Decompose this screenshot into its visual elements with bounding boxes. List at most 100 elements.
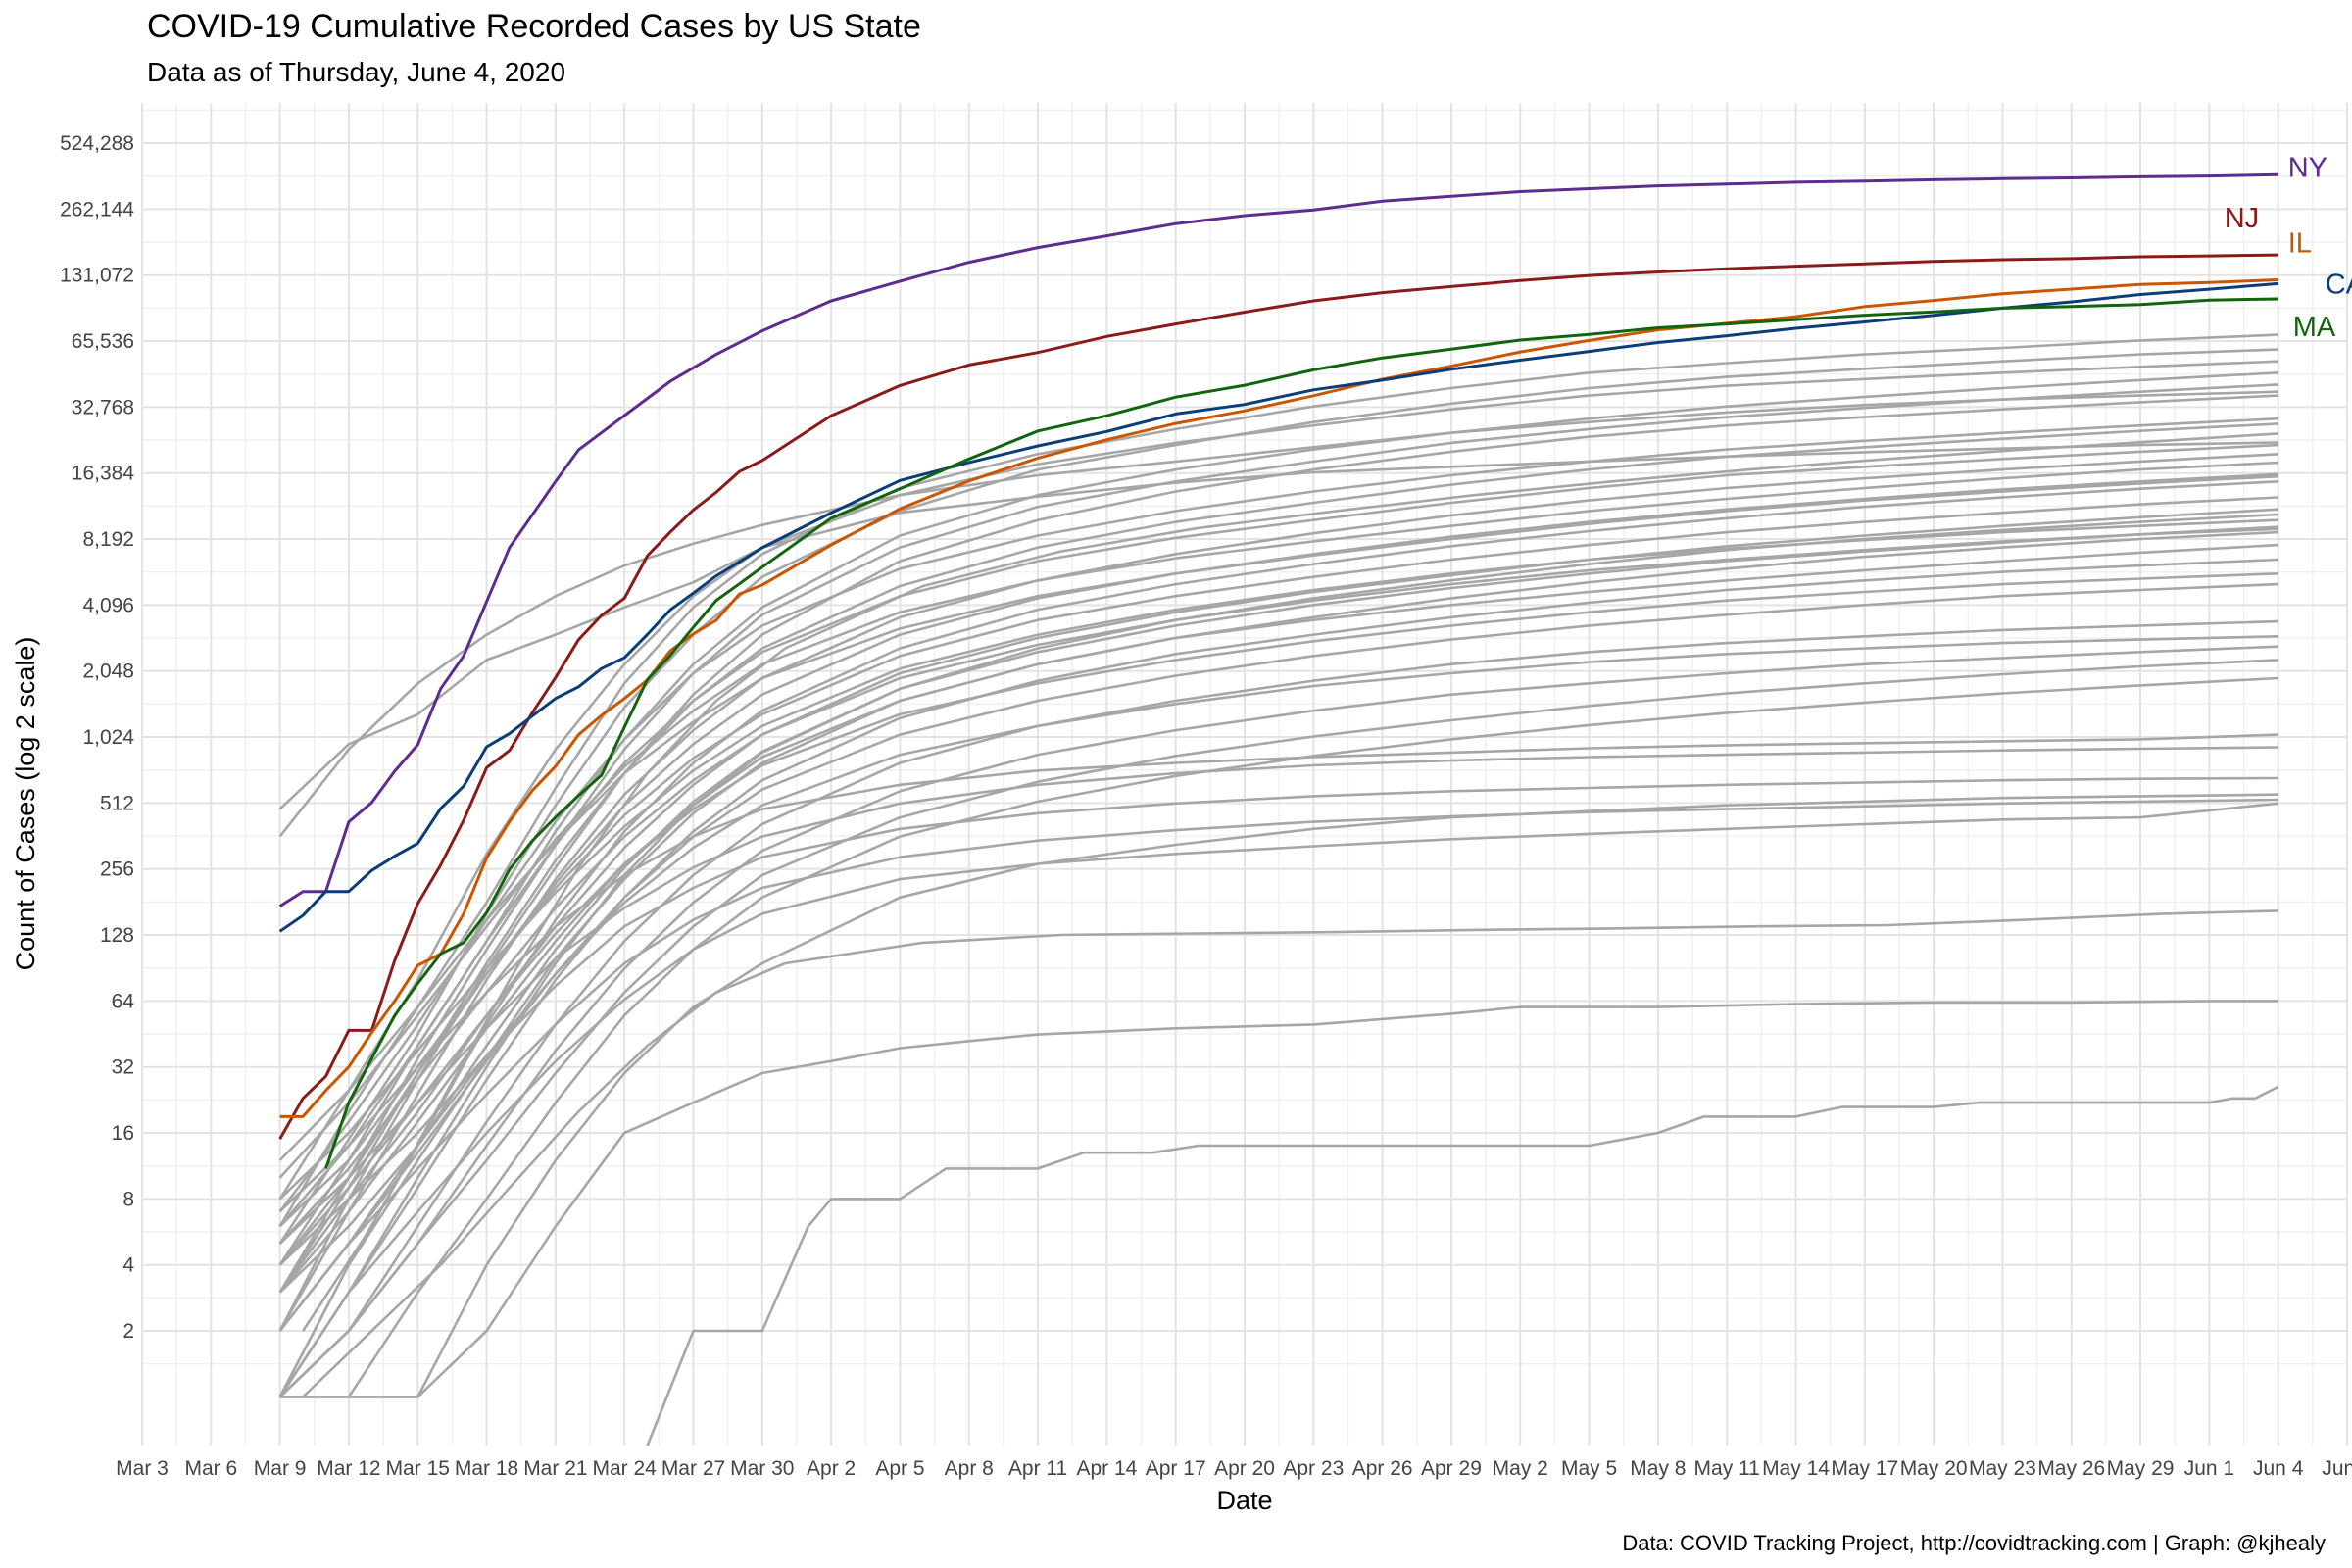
x-tick-label: May 20 <box>1900 1457 1968 1480</box>
state-line <box>278 798 2278 1332</box>
y-axis-title: Count of Cases (log 2 scale) <box>11 637 40 971</box>
x-tick-label: May 8 <box>1630 1457 1686 1480</box>
y-tick-label: 64 <box>112 990 135 1012</box>
x-tick-label: Apr 2 <box>807 1457 856 1480</box>
y-tick-label: 32,768 <box>72 396 134 418</box>
y-tick-label: 2,048 <box>82 661 134 683</box>
state-line <box>278 443 2278 1228</box>
state-line <box>278 441 2278 810</box>
other-state-lines <box>278 333 2279 1446</box>
state-line <box>279 676 2278 1398</box>
x-tick-label: Mar 27 <box>662 1457 725 1480</box>
chart-subtitle: Data as of Thursday, June 4, 2020 <box>147 57 566 87</box>
x-tick-label: Mar 21 <box>523 1457 587 1480</box>
state-line <box>279 793 2278 1398</box>
state-label-ny: NY <box>2288 152 2328 183</box>
state-line <box>278 480 2278 1398</box>
x-tick-label: Jun 7 <box>2322 1457 2352 1480</box>
state-line <box>278 525 2278 1332</box>
x-tick-label: Mar 6 <box>184 1457 237 1480</box>
state-label-il: IL <box>2288 228 2312 260</box>
state-line-ca <box>278 281 2278 933</box>
x-tick-label: Apr 11 <box>1008 1457 1067 1480</box>
state-line <box>278 461 2278 1179</box>
y-axis-tick-labels: 2 4 8 16 32 64 128 256 512 1,024 2,048 4,096 8,192 16… <box>60 132 134 1343</box>
state-line <box>278 776 2278 1266</box>
state-line <box>278 558 2278 1398</box>
state-line <box>278 360 2278 1200</box>
x-tick-label: May 14 <box>1762 1457 1830 1480</box>
state-label-ca: CA <box>2326 269 2352 300</box>
state-line <box>278 390 2278 838</box>
y-tick-label: 4 <box>122 1254 134 1277</box>
x-axis-tick-labels: Mar 3 Mar 6 Mar 9 Mar 12 Mar 15 Mar 18 Mar 21 M… <box>116 1457 2352 1480</box>
state-line <box>278 645 2278 1398</box>
chart-title: COVID-19 Cumulative Recorded Cases by US… <box>147 8 921 45</box>
state-line <box>302 432 2278 1332</box>
state-line-nj <box>278 253 2278 1141</box>
x-tick-label: Mar 3 <box>116 1457 169 1480</box>
x-tick-label: May 23 <box>1969 1457 2036 1480</box>
x-tick-label: Mar 12 <box>317 1457 380 1480</box>
x-tick-label: Jun 1 <box>2184 1457 2234 1480</box>
y-tick-label: 131,072 <box>60 265 134 287</box>
state-line <box>348 1000 2278 1398</box>
state-line <box>278 733 2278 1213</box>
state-line-ny <box>278 172 2278 908</box>
x-tick-label: Apr 26 <box>1352 1457 1413 1480</box>
x-tick-label: Apr 14 <box>1076 1457 1137 1480</box>
x-tick-label: Mar 9 <box>254 1457 307 1480</box>
x-tick-label: Jun 4 <box>2253 1457 2304 1480</box>
x-tick-label: Apr 17 <box>1146 1457 1206 1480</box>
state-line <box>278 422 2278 1294</box>
state-line-ma <box>324 297 2278 1169</box>
x-tick-label: Apr 29 <box>1421 1457 1482 1480</box>
x-tick-label: May 5 <box>1561 1457 1617 1480</box>
state-labels: NY NJ IL CA MA <box>2225 152 2352 343</box>
state-line <box>278 518 2278 1200</box>
chart-caption: Data: COVID Tracking Project, http://cov… <box>1622 1531 2326 1555</box>
x-tick-label: May 29 <box>2107 1457 2175 1480</box>
y-tick-label: 65,536 <box>72 330 134 353</box>
y-tick-label: 8,192 <box>82 528 134 551</box>
state-line <box>278 582 2278 1332</box>
x-tick-label: Apr 5 <box>875 1457 924 1480</box>
state-line <box>646 1085 2279 1446</box>
y-tick-label: 8 <box>122 1188 134 1210</box>
x-tick-label: Apr 23 <box>1283 1457 1344 1480</box>
x-axis-title: Date <box>1216 1486 1272 1515</box>
state-line <box>278 474 2278 1161</box>
y-tick-label: 524,288 <box>60 132 134 155</box>
x-tick-label: Mar 15 <box>386 1457 450 1480</box>
y-tick-label: 262,144 <box>60 198 134 220</box>
state-line <box>278 496 2278 1228</box>
y-tick-label: 32 <box>112 1056 134 1079</box>
y-tick-label: 16,384 <box>72 463 135 485</box>
state-line <box>302 909 2278 1398</box>
x-tick-label: May 11 <box>1694 1457 1760 1480</box>
state-label-ma: MA <box>2293 312 2336 343</box>
y-tick-label: 128 <box>100 924 134 947</box>
state-line-il <box>279 278 2278 1118</box>
x-tick-label: Mar 30 <box>730 1457 794 1480</box>
highlighted-state-lines <box>278 172 2278 1169</box>
state-line <box>278 383 2278 1294</box>
y-tick-label: 16 <box>112 1122 134 1145</box>
state-line <box>278 746 2278 1245</box>
x-tick-label: Apr 8 <box>945 1457 994 1480</box>
y-tick-label: 2 <box>122 1320 134 1343</box>
y-tick-label: 4,096 <box>82 594 134 616</box>
state-line <box>278 333 2278 1227</box>
state-line <box>278 659 2278 1398</box>
y-tick-label: 1,024 <box>82 726 134 749</box>
x-tick-label: Apr 20 <box>1214 1457 1275 1480</box>
x-tick-label: Mar 24 <box>593 1457 658 1480</box>
state-line <box>278 572 2278 1266</box>
x-tick-label: May 2 <box>1493 1457 1548 1480</box>
x-tick-label: May 17 <box>1831 1457 1898 1480</box>
state-label-nj: NJ <box>2225 203 2259 234</box>
major-gridlines <box>141 103 2348 1446</box>
y-tick-label: 512 <box>100 792 134 814</box>
x-tick-label: May 26 <box>2037 1457 2105 1480</box>
